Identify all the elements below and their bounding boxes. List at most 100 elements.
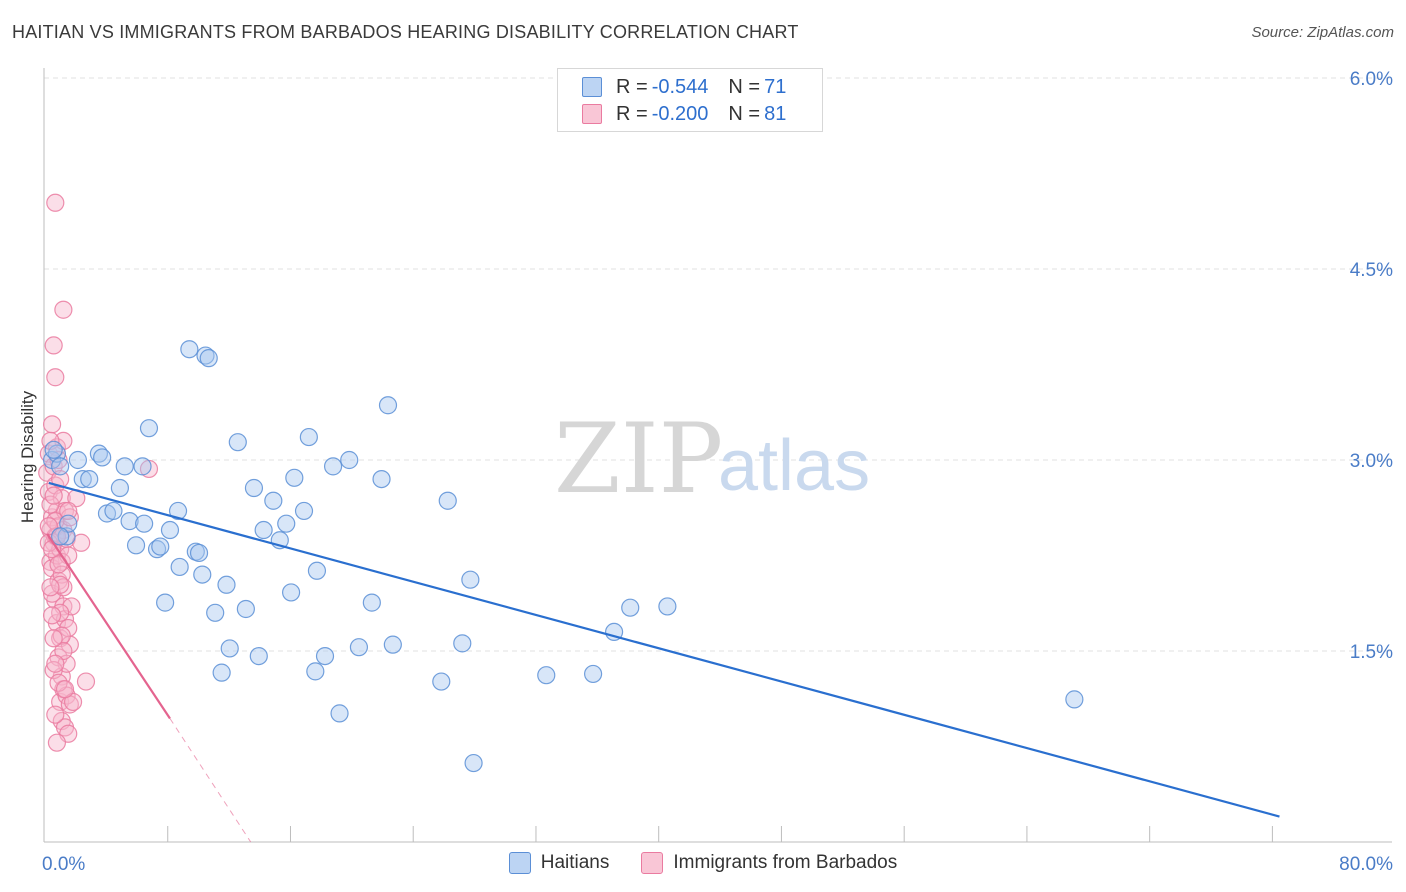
haitians-point	[244, 478, 264, 498]
haitians-point	[228, 433, 247, 452]
haitians-point	[604, 622, 624, 642]
watermark-zip: ZIP	[554, 403, 723, 515]
barbados-point	[51, 470, 70, 489]
haitians-point	[658, 597, 677, 616]
legend-r-label: R =	[616, 102, 648, 125]
haitians-point	[1065, 690, 1084, 709]
barbados-point	[55, 680, 75, 699]
haitians-point	[80, 470, 99, 489]
haitians-point	[51, 527, 70, 546]
barbados-point	[62, 597, 81, 616]
haitians-point	[193, 565, 212, 584]
watermark: ZIP atlas	[554, 403, 870, 515]
watermark-atlas: atlas	[718, 426, 870, 506]
y-axis-label: Hearing Disability	[18, 390, 37, 523]
haitians-point	[461, 570, 480, 589]
series-barbados-points	[38, 193, 159, 752]
haitians-point	[104, 501, 123, 521]
haitians-point	[44, 440, 63, 459]
haitians-point	[133, 457, 152, 476]
legend-item-haitians[interactable]: Haitians	[508, 852, 610, 874]
source-label: Source: ZipAtlas.com	[1251, 24, 1394, 41]
haitians-point	[93, 448, 112, 467]
haitians-point	[206, 603, 225, 622]
barbados-point	[44, 336, 63, 355]
barbados-point	[46, 705, 65, 724]
haitians-point	[212, 663, 231, 682]
haitians-point	[68, 450, 88, 470]
trend-line-barbados-extension	[169, 718, 252, 843]
legend-n-value: 81	[764, 102, 787, 125]
axes	[43, 68, 1392, 843]
haitians-point	[362, 593, 381, 612]
legend-n-value: 71	[764, 75, 787, 98]
haitians-point	[59, 514, 78, 533]
legend-label-barbados: Immigrants from Barbados	[673, 852, 898, 873]
haitians-point	[285, 468, 304, 487]
barbados-point	[42, 606, 62, 625]
haitians-point	[196, 346, 215, 365]
haitians-point	[126, 536, 146, 555]
haitians-point	[199, 349, 218, 368]
haitians-point	[315, 646, 335, 666]
haitians-point	[139, 419, 159, 438]
haitians-point	[281, 583, 301, 602]
series-haitians-points	[42, 340, 1084, 773]
haitians-point	[537, 666, 556, 685]
haitians-point	[464, 753, 483, 773]
legend-swatch-blue	[508, 852, 531, 874]
haitians-point	[236, 599, 255, 619]
barbados-point	[49, 450, 68, 470]
legend-row-haitians: R = -0.544 N = 71	[582, 75, 786, 99]
trend-lines	[46, 481, 1280, 843]
grid-lines	[44, 77, 1392, 652]
haitians-point	[120, 512, 139, 531]
barbados-point	[42, 415, 62, 434]
haitians-point	[299, 427, 318, 447]
legend-item-barbados[interactable]: Immigrants from Barbados	[641, 852, 897, 874]
chart-title: HAITIAN VS IMMIGRANTS FROM BARBADOS HEAR…	[12, 22, 799, 42]
haitians-point	[323, 457, 343, 476]
haitians-point	[306, 662, 325, 681]
barbados-point	[54, 641, 73, 661]
legend-r-value: -0.544	[651, 75, 709, 98]
haitians-point	[621, 598, 640, 617]
barbados-point	[44, 486, 63, 505]
haitians-point	[73, 470, 92, 489]
barbados-point	[60, 508, 79, 527]
barbados-point	[47, 733, 67, 752]
series-legend: Haitians Immigrants from Barbados	[0, 852, 1406, 874]
haitians-point	[349, 638, 369, 657]
legend-swatch-blue	[582, 77, 602, 97]
haitians-point	[151, 537, 170, 556]
haitians-point	[156, 593, 175, 612]
haitians-point	[217, 575, 236, 594]
barbados-point	[76, 672, 96, 691]
haitians-point	[378, 396, 398, 415]
haitians-point	[51, 457, 70, 476]
barbados-point	[54, 578, 73, 597]
haitians-point	[170, 557, 189, 577]
haitians-point	[372, 470, 391, 489]
haitians-point	[115, 457, 134, 476]
haitians-point	[249, 646, 268, 666]
haitians-point	[180, 340, 199, 359]
barbados-point	[46, 193, 65, 212]
haitians-point	[277, 514, 296, 533]
legend-label-haitians: Haitians	[540, 852, 610, 873]
y-tick-label: 6.0%	[1350, 69, 1393, 90]
legend-n-label: N =	[728, 102, 761, 125]
barbados-point	[63, 692, 83, 712]
legend-swatch-pink	[582, 104, 602, 124]
haitians-point	[438, 491, 457, 510]
haitians-point	[160, 520, 180, 540]
x-tick-label: 0.0%	[42, 854, 85, 875]
legend-row-barbados: R = -0.200 N = 81	[582, 102, 786, 126]
barbados-point	[41, 578, 60, 597]
haitians-point	[294, 501, 314, 521]
haitians-point	[110, 478, 130, 498]
correlation-legend: R = -0.544 N = 71 R = -0.200 N = 81	[557, 68, 823, 132]
haitians-point	[264, 491, 283, 510]
haitians-point	[432, 672, 451, 691]
